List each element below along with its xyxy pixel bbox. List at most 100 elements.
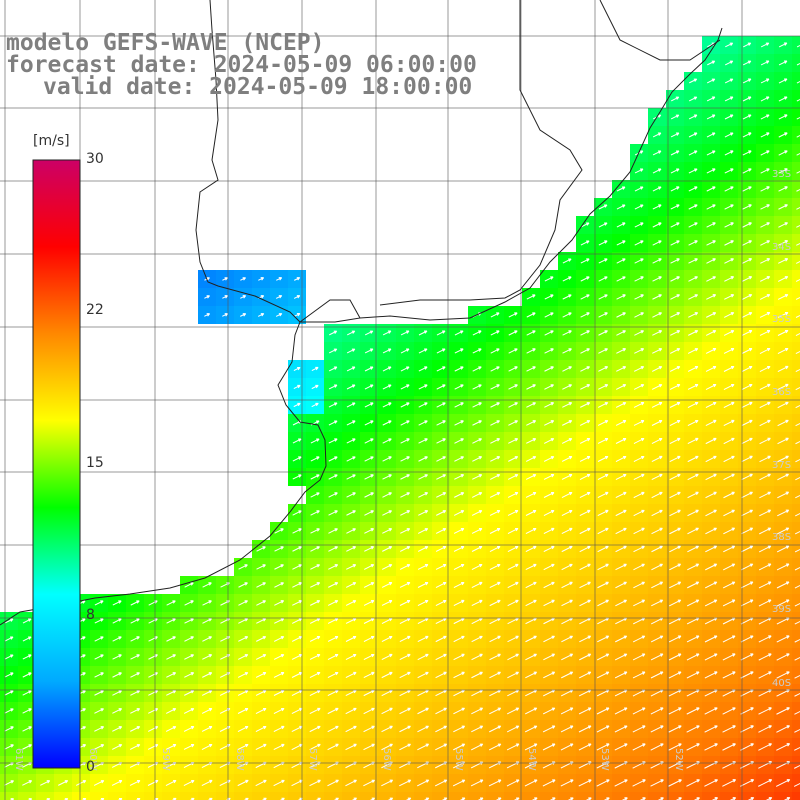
- wind-cell: [414, 792, 432, 800]
- wind-arrow: [184, 636, 194, 642]
- wind-arrow: [346, 402, 356, 408]
- wind-arrow: [202, 600, 212, 606]
- wind-arrow: [651, 366, 663, 372]
- wind-arrow: [273, 707, 285, 714]
- wind-arrow: [633, 509, 645, 517]
- wind-arrow: [562, 366, 572, 372]
- wind-arrow: [758, 599, 772, 607]
- wind-arrow: [454, 366, 464, 372]
- wind-arrow: [183, 779, 195, 787]
- wind-arrow: [650, 671, 664, 679]
- wind-cell: [54, 792, 72, 800]
- wind-arrow: [796, 80, 800, 84]
- wind-cell: [792, 468, 800, 486]
- wind-arrow: [760, 150, 770, 156]
- wind-arrow: [204, 295, 210, 299]
- wind-arrow: [526, 402, 536, 408]
- wind-arrow: [273, 636, 285, 642]
- wind-arrow: [399, 635, 411, 643]
- wind-arrow: [795, 458, 800, 463]
- wind-arrow: [742, 276, 753, 282]
- wind-arrow: [670, 330, 681, 336]
- wind-cell: [648, 792, 666, 800]
- wind-arrow: [543, 509, 555, 516]
- wind-arrow: [418, 456, 428, 462]
- wind-arrow: [525, 599, 537, 607]
- latitude-label: 36S: [772, 387, 791, 398]
- wind-arrow: [723, 401, 735, 409]
- wind-arrow: [274, 546, 284, 552]
- wind-arrow: [652, 222, 662, 228]
- wind-arrow: [345, 743, 357, 751]
- wind-arrow: [614, 779, 628, 787]
- wind-cell: [792, 612, 800, 630]
- wind-arrow: [562, 402, 573, 408]
- wind-arrow: [489, 653, 501, 661]
- wind-arrow: [471, 545, 483, 552]
- wind-arrow: [237, 725, 249, 732]
- wind-arrow: [796, 62, 800, 66]
- wind-arrow: [436, 510, 447, 516]
- wind-arrow: [723, 545, 736, 553]
- wind-arrow: [166, 600, 176, 606]
- wind-arrow: [652, 312, 662, 318]
- wind-arrow: [777, 329, 789, 336]
- wind-arrow: [381, 671, 393, 679]
- wind-arrow: [795, 512, 800, 517]
- wind-arrow: [686, 707, 700, 715]
- wind-arrow: [760, 276, 771, 282]
- wind-arrow: [399, 743, 411, 751]
- wind-arrow: [452, 779, 466, 787]
- wind-arrow: [4, 672, 14, 678]
- wind-arrow: [399, 671, 411, 679]
- wind-arrow: [417, 635, 429, 643]
- wind-arrow: [741, 455, 753, 463]
- wind-arrow: [759, 294, 771, 300]
- wind-arrow: [4, 726, 14, 732]
- wind-arrow: [760, 168, 770, 174]
- wind-arrow: [202, 618, 212, 624]
- wind-arrow: [130, 636, 140, 642]
- wind-arrow: [111, 780, 123, 786]
- wind-arrow: [472, 384, 482, 390]
- wind-arrow: [688, 114, 698, 120]
- wind-arrow: [201, 779, 213, 787]
- wind-arrow: [472, 456, 483, 462]
- wind-arrow: [777, 491, 790, 499]
- wind-arrow: [616, 384, 627, 390]
- wind-arrow: [292, 510, 302, 516]
- wind-arrow: [740, 635, 754, 643]
- wind-arrow: [760, 258, 771, 264]
- wind-arrow: [309, 725, 321, 733]
- wind-arrow: [796, 242, 800, 246]
- wind-cell: [576, 792, 594, 800]
- wind-cell: [180, 792, 198, 800]
- wind-cell: [612, 792, 630, 800]
- wind-arrow: [668, 779, 682, 787]
- wind-arrow: [183, 726, 195, 732]
- longitude-label: 54W: [526, 748, 537, 771]
- wind-arrow: [794, 620, 800, 625]
- wind-arrow: [184, 582, 194, 588]
- wind-arrow: [328, 366, 338, 372]
- wind-arrow: [776, 545, 790, 553]
- wind-arrow: [489, 599, 501, 607]
- wind-arrow: [454, 348, 464, 354]
- wind-arrow: [471, 635, 483, 643]
- wind-arrow: [759, 419, 771, 427]
- wind-arrow: [705, 383, 717, 390]
- wind-arrow: [596, 743, 610, 751]
- wind-arrow: [706, 96, 716, 102]
- wind-arrow: [723, 473, 735, 481]
- wind-arrow: [597, 563, 609, 571]
- wind-arrow: [309, 779, 321, 787]
- wind-cell: [666, 792, 684, 800]
- wind-cell: [792, 540, 800, 558]
- wind-arrow: [776, 653, 790, 661]
- wind-arrow: [760, 60, 770, 66]
- wind-arrow: [706, 204, 716, 210]
- wind-arrow: [526, 330, 536, 336]
- wind-arrow: [240, 277, 246, 281]
- wind-arrow: [669, 419, 681, 426]
- wind-arrow: [794, 656, 800, 661]
